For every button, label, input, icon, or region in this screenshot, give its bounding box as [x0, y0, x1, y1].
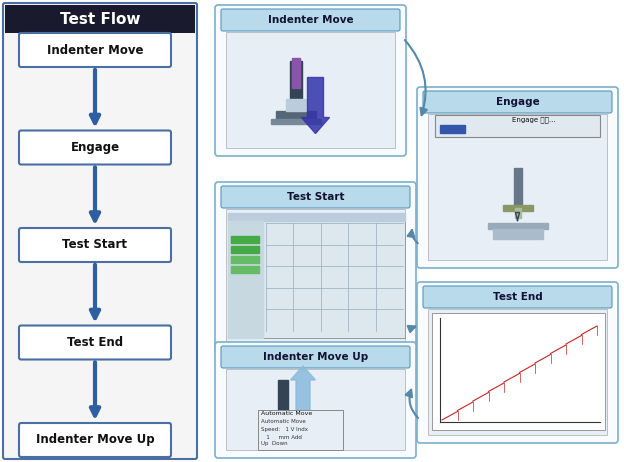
Text: Test End: Test End [492, 292, 542, 302]
Bar [228, 213, 405, 221]
Bar [231, 236, 259, 243]
FancyBboxPatch shape [3, 3, 197, 459]
Bar [265, 420, 301, 427]
FancyBboxPatch shape [221, 186, 410, 208]
FancyBboxPatch shape [19, 228, 171, 262]
FancyBboxPatch shape [423, 91, 612, 113]
Bar [276, 110, 316, 118]
Bar [515, 207, 520, 218]
Text: Test Flow: Test Flow [60, 12, 140, 26]
Bar [270, 118, 321, 123]
FancyBboxPatch shape [417, 282, 618, 443]
FancyBboxPatch shape [221, 346, 410, 368]
FancyBboxPatch shape [432, 313, 605, 430]
Text: Speed:   1 V Indx: Speed: 1 V Indx [261, 427, 308, 432]
Text: Test Start: Test Start [62, 238, 127, 251]
Bar [514, 168, 522, 207]
FancyBboxPatch shape [221, 9, 400, 31]
Text: Engage: Engage [495, 97, 539, 107]
Text: Indenter Move: Indenter Move [47, 43, 144, 56]
Text: Engage 설정...: Engage 설정... [512, 116, 556, 122]
FancyArrow shape [291, 366, 316, 415]
FancyArrow shape [301, 78, 329, 134]
FancyBboxPatch shape [258, 410, 343, 450]
Text: Indenter Move Up: Indenter Move Up [263, 352, 368, 362]
Text: Test End: Test End [67, 336, 123, 349]
Bar [440, 125, 465, 133]
FancyBboxPatch shape [423, 286, 612, 308]
Bar [290, 61, 301, 110]
Text: Test Start: Test Start [287, 192, 344, 202]
FancyBboxPatch shape [5, 5, 195, 33]
Bar [492, 229, 542, 238]
Text: Indenter Move Up: Indenter Move Up [36, 433, 154, 446]
FancyBboxPatch shape [19, 423, 171, 457]
Text: Automatic Move: Automatic Move [261, 419, 306, 424]
Bar [291, 57, 300, 87]
FancyBboxPatch shape [228, 213, 405, 338]
Bar [228, 221, 263, 338]
FancyBboxPatch shape [435, 115, 600, 137]
FancyBboxPatch shape [215, 5, 406, 156]
FancyBboxPatch shape [215, 182, 416, 353]
FancyBboxPatch shape [19, 130, 171, 164]
FancyBboxPatch shape [215, 342, 416, 458]
Bar [231, 266, 259, 273]
Text: Automatic Move: Automatic Move [261, 411, 312, 416]
FancyBboxPatch shape [226, 369, 405, 450]
Bar [231, 256, 259, 263]
Text: Up  Down: Up Down [261, 441, 288, 446]
FancyBboxPatch shape [428, 309, 607, 435]
Text: Indenter Move: Indenter Move [268, 15, 353, 25]
FancyBboxPatch shape [226, 32, 395, 148]
Bar [502, 205, 532, 211]
FancyBboxPatch shape [417, 87, 618, 268]
FancyBboxPatch shape [428, 114, 607, 260]
Bar [261, 427, 305, 432]
Bar [286, 98, 306, 110]
FancyBboxPatch shape [19, 326, 171, 359]
Text: Engage: Engage [71, 141, 120, 154]
Bar [278, 380, 288, 420]
Bar [231, 246, 259, 253]
Text: 1     mm Add: 1 mm Add [261, 435, 302, 440]
FancyBboxPatch shape [226, 209, 405, 345]
Bar [487, 223, 547, 229]
FancyBboxPatch shape [19, 33, 171, 67]
